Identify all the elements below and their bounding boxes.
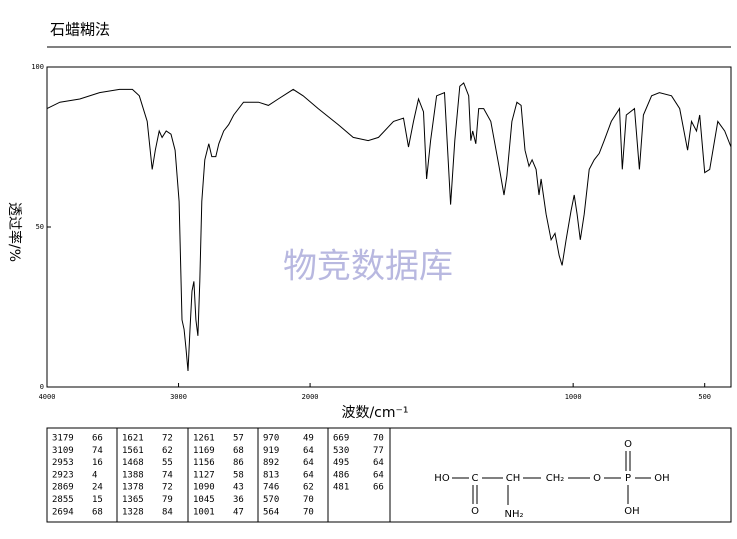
peak-wavenumber: 1169	[193, 446, 215, 456]
peak-wavenumber: 1621	[122, 434, 144, 444]
y-tick-label: 100	[31, 63, 44, 71]
peak-transmittance: 62	[162, 446, 173, 456]
y-axis-label: 透过率/%	[6, 202, 23, 262]
atom-label: C	[472, 473, 479, 484]
peak-wavenumber: 1561	[122, 446, 144, 456]
y-tick-label: 50	[36, 223, 44, 231]
peak-transmittance: 58	[233, 470, 244, 480]
peak-wavenumber: 970	[263, 434, 279, 444]
peak-transmittance: 16	[92, 458, 103, 468]
peak-wavenumber: 1468	[122, 458, 144, 468]
y-tick-label: 0	[40, 383, 44, 391]
atom-label: CH	[506, 473, 521, 484]
peak-transmittance: 74	[92, 446, 103, 456]
peak-transmittance: 36	[233, 495, 244, 505]
table-dividers	[116, 428, 391, 522]
watermark: 物竞数据库	[283, 247, 453, 287]
peak-wavenumber: 530	[333, 446, 349, 456]
atom-label: NH₂	[504, 509, 523, 520]
peak-transmittance: 68	[92, 507, 103, 517]
peak-transmittance: 15	[92, 495, 103, 505]
peak-wavenumber: 2694	[52, 507, 74, 517]
spectrum-line	[46, 82, 732, 372]
peak-transmittance: 72	[162, 434, 173, 444]
peak-transmittance: 68	[233, 446, 244, 456]
atom-label: O	[624, 439, 632, 450]
peak-transmittance: 62	[303, 483, 314, 493]
peak-wavenumber: 486	[333, 470, 349, 480]
x-tick-label: 1000	[565, 393, 582, 401]
peak-transmittance: 64	[373, 470, 384, 480]
peak-wavenumber: 481	[333, 483, 349, 493]
peak-wavenumber: 746	[263, 483, 279, 493]
peak-wavenumber: 1365	[122, 495, 144, 505]
peak-wavenumber: 669	[333, 434, 349, 444]
peak-wavenumber: 570	[263, 495, 279, 505]
peak-wavenumber: 1378	[122, 483, 144, 493]
peak-transmittance: 70	[373, 434, 384, 444]
x-axis-label: 波数/cm⁻¹	[341, 405, 408, 421]
peak-transmittance: 66	[373, 483, 384, 493]
peak-transmittance: 84	[162, 507, 173, 517]
peak-wavenumber: 1261	[193, 434, 215, 444]
peak-wavenumber: 3109	[52, 446, 74, 456]
x-tick-label: 2000	[302, 393, 319, 401]
atom-label: O	[471, 506, 479, 517]
peak-transmittance: 57	[233, 434, 244, 444]
peak-transmittance: 64	[373, 458, 384, 468]
peak-transmittance: 55	[162, 458, 173, 468]
atom-label: O	[593, 473, 601, 484]
x-tick-label: 3000	[170, 393, 187, 401]
peak-transmittance: 24	[92, 483, 103, 493]
peak-wavenumber: 1001	[193, 507, 215, 517]
peak-transmittance: 86	[233, 458, 244, 468]
x-tick-label: 500	[698, 393, 711, 401]
peak-transmittance: 77	[373, 446, 384, 456]
peak-transmittance: 70	[303, 507, 314, 517]
peak-wavenumber: 1090	[193, 483, 215, 493]
peak-transmittance: 74	[162, 470, 173, 480]
title: 石蜡糊法	[50, 21, 110, 39]
peak-wavenumber: 919	[263, 446, 279, 456]
peak-transmittance: 47	[233, 507, 244, 517]
plot-frame	[46, 66, 732, 388]
atom-label: OH	[654, 473, 669, 484]
peak-transmittance: 43	[233, 483, 244, 493]
peak-wavenumber: 1156	[193, 458, 215, 468]
x-tick-label: 4000	[39, 393, 56, 401]
peak-wavenumber: 1045	[193, 495, 215, 505]
table-frame	[46, 427, 732, 523]
peak-wavenumber: 813	[263, 470, 279, 480]
atom-label: OH	[624, 506, 639, 517]
peak-transmittance: 64	[303, 470, 314, 480]
atom-label: HO	[434, 473, 450, 484]
atom-label: CH₂	[546, 473, 565, 484]
peak-wavenumber: 564	[263, 507, 279, 517]
peak-transmittance: 64	[303, 446, 314, 456]
peak-wavenumber: 3179	[52, 434, 74, 444]
peak-wavenumber: 1388	[122, 470, 144, 480]
peak-transmittance: 49	[303, 434, 314, 444]
peak-wavenumber: 2923	[52, 470, 74, 480]
peak-transmittance: 70	[303, 495, 314, 505]
peak-transmittance: 72	[162, 483, 173, 493]
peak-wavenumber: 495	[333, 458, 349, 468]
peak-wavenumber: 1127	[193, 470, 215, 480]
peak-wavenumber: 2953	[52, 458, 74, 468]
peak-transmittance: 66	[92, 434, 103, 444]
peak-wavenumber: 892	[263, 458, 279, 468]
peak-transmittance: 79	[162, 495, 173, 505]
peak-wavenumber: 2855	[52, 495, 74, 505]
peak-transmittance: 64	[303, 458, 314, 468]
structure-bonds	[452, 451, 651, 505]
peak-wavenumber: 2869	[52, 483, 74, 493]
peak-wavenumber: 1328	[122, 507, 144, 517]
peak-transmittance: 4	[92, 470, 97, 480]
atom-label: P	[625, 473, 631, 484]
